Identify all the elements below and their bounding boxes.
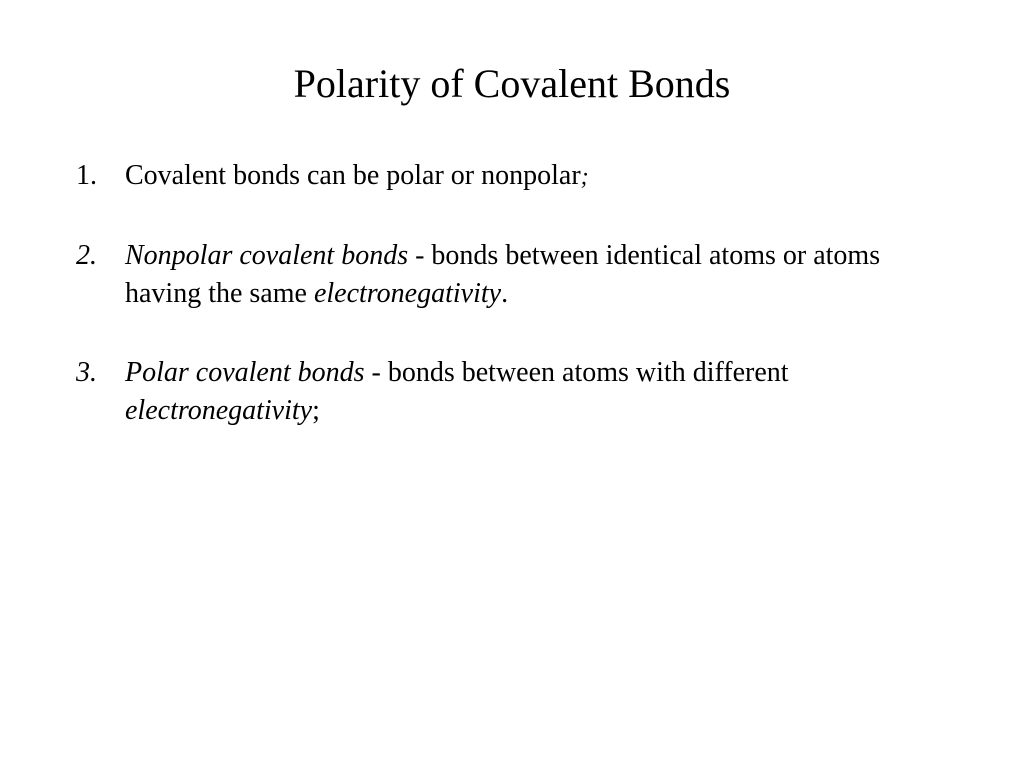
slide-list: 1.Covalent bonds can be polar or nonpola… bbox=[70, 157, 954, 430]
list-number: 1. bbox=[70, 157, 125, 195]
text-run: ; bbox=[581, 164, 589, 190]
list-item: 2.Nonpolar covalent bonds - bonds betwee… bbox=[70, 237, 954, 313]
list-content: Polar covalent bonds - bonds between ato… bbox=[125, 354, 954, 430]
text-run: electronegativity bbox=[314, 278, 501, 309]
text-run: Nonpolar covalent bonds bbox=[125, 240, 408, 271]
list-content: Nonpolar covalent bonds - bonds between … bbox=[125, 237, 954, 313]
list-item: 1.Covalent bonds can be polar or nonpola… bbox=[70, 157, 954, 195]
slide-title: Polarity of Covalent Bonds bbox=[70, 60, 954, 107]
list-number: 3. bbox=[70, 354, 125, 430]
list-content: Covalent bonds can be polar or nonpolar; bbox=[125, 157, 954, 195]
text-run: Covalent bonds can be polar or nonpolar bbox=[125, 160, 581, 191]
text-run: electronegativity bbox=[125, 395, 312, 426]
text-run: ; bbox=[312, 395, 320, 426]
text-run: - bonds between atoms with different bbox=[365, 357, 789, 388]
text-run: Polar covalent bonds bbox=[125, 357, 365, 388]
list-number: 2. bbox=[70, 237, 125, 313]
text-run: . bbox=[501, 278, 508, 309]
list-item: 3.Polar covalent bonds - bonds between a… bbox=[70, 354, 954, 430]
